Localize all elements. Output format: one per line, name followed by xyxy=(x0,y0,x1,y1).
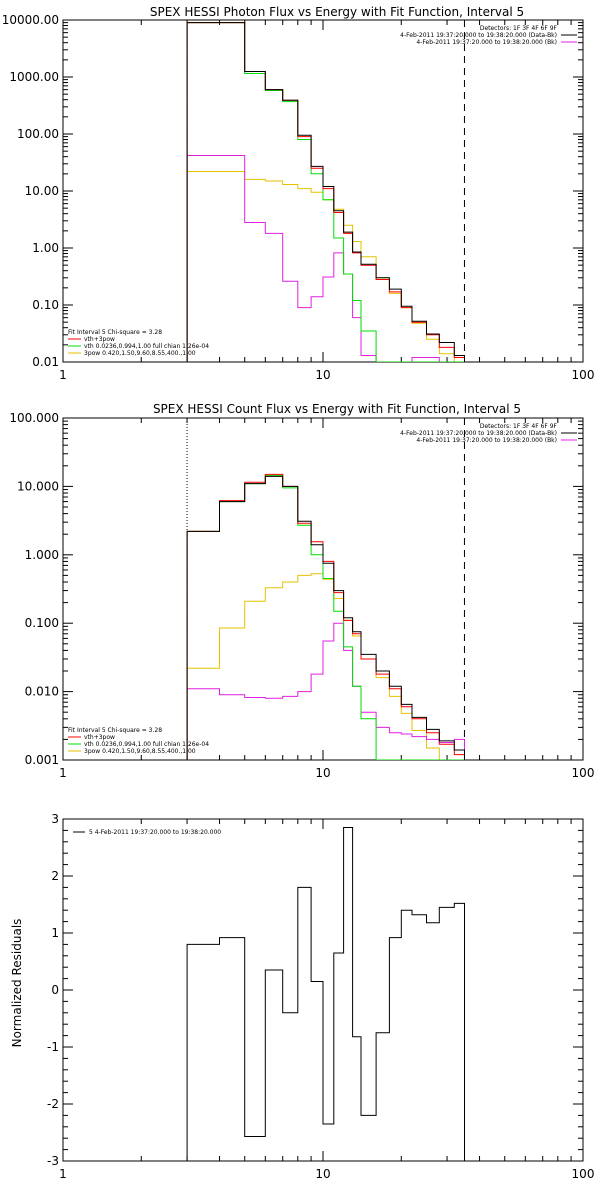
y-tick-label: -3 xyxy=(47,1154,59,1168)
y-tick-label: 0.010 xyxy=(25,685,59,699)
y-tick-label: -1 xyxy=(47,1040,59,1054)
y-tick-label: 0.001 xyxy=(25,753,59,767)
legend-entry: 5 4-Feb-2011 19:37:20.000 to 19:38:20.00… xyxy=(89,829,221,836)
x-axis-ticks: 1 10 100 xyxy=(59,418,594,780)
x-axis-ticks: 1 10 100 xyxy=(59,819,594,1181)
series-total-line xyxy=(186,22,465,362)
residuals-panel: Normalized Residuals 1 10 100 -3 -2 -1 0 1 2 3 5 4… xyxy=(10,812,594,1181)
axes-frame xyxy=(62,417,584,761)
y-tick-label: 100.00 xyxy=(17,127,59,141)
y-axis-ticks: -3 -2 -1 0 1 2 3 xyxy=(47,812,583,1168)
y-tick-label: 0.01 xyxy=(32,355,59,369)
legend-top-entry: 4-Feb-2011 19:37:20.000 to 19:38:20.000 … xyxy=(416,437,557,444)
x-tick-label: 1 xyxy=(59,766,67,780)
y-tick-label: 1000.00 xyxy=(9,70,59,84)
y-tick-label: 0.10 xyxy=(32,298,59,312)
legend-bottom-entry: vth+3pow xyxy=(84,336,115,343)
series-data-line xyxy=(186,475,465,760)
x-axis-ticks: 1 10 100 xyxy=(59,20,594,382)
fit-summary: Fit Interval 5 Chi-square = 3.28 xyxy=(68,727,162,734)
series-vth-line xyxy=(186,22,465,362)
y-tick-label: 10.000 xyxy=(17,479,59,493)
y-tick-label: 0.100 xyxy=(25,616,59,630)
x-tick-label: 10 xyxy=(315,1167,330,1181)
y-tick-label: -2 xyxy=(47,1097,59,1111)
y-tick-label: 0 xyxy=(51,983,59,997)
series-bk-line xyxy=(186,622,465,760)
legend-top-entry: 4-Feb-2011 19:37:20.000 to 19:38:20.000 … xyxy=(416,39,557,46)
y-tick-label: 1.000 xyxy=(25,548,59,562)
y-tick-label: 100.000 xyxy=(9,411,59,425)
y-tick-label: 1.00 xyxy=(32,241,59,255)
fit-summary: Fit Interval 5 Chi-square = 3.28 xyxy=(68,329,162,336)
x-tick-label: 100 xyxy=(572,766,595,780)
x-tick-label: 1 xyxy=(59,1167,67,1181)
y-tick-label: 3 xyxy=(51,812,59,826)
series-group xyxy=(186,22,465,362)
legend-top-entry: Detectors: 1F 3F 4F 6F 9F xyxy=(480,423,558,430)
series-data-line xyxy=(186,827,465,1161)
series-total-line xyxy=(186,473,465,760)
series-group xyxy=(186,827,465,1161)
photon-flux-panel: SPEX HESSI Photon Flux vs Energy with Fi… xyxy=(2,5,595,382)
series-group xyxy=(186,473,465,760)
x-tick-label: 100 xyxy=(572,1167,595,1181)
legend-top-entry: 4-Feb-2011 19:37:20.000 to 19:38:20.000 … xyxy=(400,430,557,437)
legend-bottom-entry: vth+3pow xyxy=(84,734,115,741)
count-flux-title: SPEX HESSI Count Flux vs Energy with Fit… xyxy=(153,402,521,416)
x-tick-label: 100 xyxy=(572,368,595,382)
legend-top-entry: Detectors: 1F 3F 4F 6F 9F xyxy=(480,25,558,32)
y-axis-ticks: 0.001 0.010 0.100 1.000 10.000 100.000 xyxy=(9,411,583,767)
legend-bottom: Fit Interval 5 Chi-square = 3.28vth+3pow… xyxy=(68,329,209,357)
series-pow-line xyxy=(186,573,465,760)
y-tick-label: 2 xyxy=(51,869,59,883)
legend-top: 5 4-Feb-2011 19:37:20.000 to 19:38:20.00… xyxy=(73,829,221,836)
y-tick-label: 10.00 xyxy=(25,184,59,198)
legend-top: Detectors: 1F 3F 4F 6F 9F4-Feb-2011 19:3… xyxy=(400,423,577,444)
photon-flux-title: SPEX HESSI Photon Flux vs Energy with Fi… xyxy=(150,5,524,19)
legend-bottom-entry: vth 0.0236,0.994,1.00 full chian 1.26e-0… xyxy=(84,741,209,748)
legend-bottom: Fit Interval 5 Chi-square = 3.28vth+3pow… xyxy=(68,727,209,755)
legend-bottom-entry: 3pow 0.420,1.50,9.60,8.55,400.,1.00 xyxy=(84,748,196,755)
legend-bottom-entry: vth 0.0236,0.994,1.00 full chian 1.26e-0… xyxy=(84,343,209,350)
series-pow-line xyxy=(186,171,465,362)
y-tick-label: 10000.00 xyxy=(2,13,59,27)
legend-top-entry: 4-Feb-2011 19:37:20.000 to 19:38:20.000 … xyxy=(400,32,557,39)
legend-bottom-entry: 3pow 0.420,1.50,9.60,8.55,400.,1.00 xyxy=(84,350,196,357)
y-tick-label: 1 xyxy=(51,926,59,940)
legend-top: Detectors: 1F 3F 4F 6F 9F4-Feb-2011 19:3… xyxy=(400,25,577,46)
series-data-line xyxy=(186,22,465,362)
residuals-ylabel: Normalized Residuals xyxy=(10,919,24,1048)
x-tick-label: 10 xyxy=(315,368,330,382)
x-tick-label: 1 xyxy=(59,368,67,382)
y-axis-ticks: 0.01 0.10 1.00 10.00 100.00 1000.00 10000.00 xyxy=(2,13,583,369)
count-flux-panel: SPEX HESSI Count Flux vs Energy with Fit… xyxy=(9,402,594,780)
x-tick-label: 10 xyxy=(315,766,330,780)
